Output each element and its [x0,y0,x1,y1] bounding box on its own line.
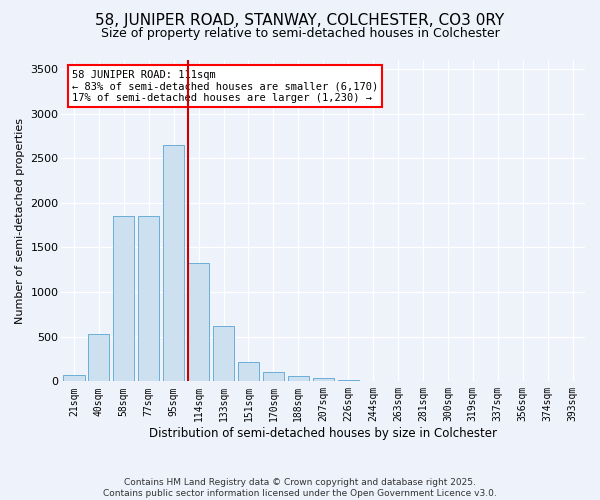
Bar [362,380,383,382]
Bar [288,376,309,382]
Bar [313,378,334,382]
Bar [163,145,184,382]
Bar [238,362,259,382]
Text: Size of property relative to semi-detached houses in Colchester: Size of property relative to semi-detach… [101,28,499,40]
Text: Contains HM Land Registry data © Crown copyright and database right 2025.
Contai: Contains HM Land Registry data © Crown c… [103,478,497,498]
Bar [113,216,134,382]
Bar [138,216,160,382]
Bar [64,374,85,382]
Text: 58 JUNIPER ROAD: 111sqm
← 83% of semi-detached houses are smaller (6,170)
17% of: 58 JUNIPER ROAD: 111sqm ← 83% of semi-de… [72,70,378,103]
Bar [263,372,284,382]
X-axis label: Distribution of semi-detached houses by size in Colchester: Distribution of semi-detached houses by … [149,427,497,440]
Y-axis label: Number of semi-detached properties: Number of semi-detached properties [15,118,25,324]
Bar [338,380,359,382]
Bar [188,262,209,382]
Bar [88,334,109,382]
Text: 58, JUNIPER ROAD, STANWAY, COLCHESTER, CO3 0RY: 58, JUNIPER ROAD, STANWAY, COLCHESTER, C… [95,12,505,28]
Bar [213,326,234,382]
